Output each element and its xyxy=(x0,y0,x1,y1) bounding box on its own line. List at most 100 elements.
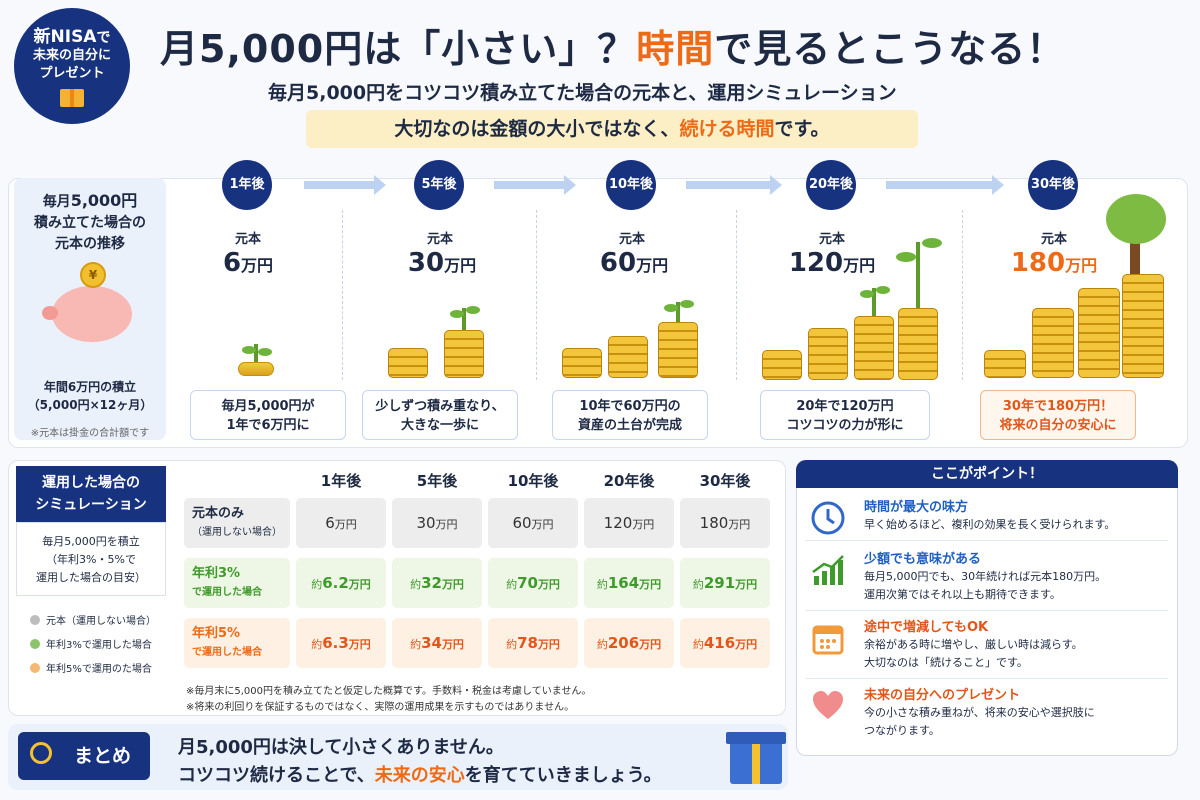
col-header: 20年後 xyxy=(603,472,655,490)
summary-line2b: を育てていきましょう。 xyxy=(464,765,662,786)
point-item: 時間が最大の味方 早く始めるほど、複利の効果を長く受けられます。 xyxy=(810,496,1170,538)
cell-unit: 万円 xyxy=(735,638,758,651)
badge-line1-suffix: で xyxy=(96,30,111,46)
cell-prefix: 約 xyxy=(692,638,704,651)
principal-value-1y: 6万円 xyxy=(178,248,318,278)
row-header-3pct: 年利3% で運用した場合 xyxy=(184,558,290,608)
value-number: 60 xyxy=(599,248,637,278)
lightbulb-icon xyxy=(30,742,52,764)
value-unit: 万円 xyxy=(843,256,876,275)
legend-item: 年利3%で運用した場合 xyxy=(30,636,152,651)
simulation-note: ※将来の利回りを保証するものではなく、実際の運用成果を示すものではありません。 xyxy=(186,702,575,713)
col-header: 5年後 xyxy=(416,472,458,490)
cell-value: 6 xyxy=(325,514,335,532)
point-title: 少額でも意味がある xyxy=(864,552,982,567)
step-caption: 毎月5,000円が 1年で6万円に xyxy=(190,390,346,440)
badge-line3: プレゼント xyxy=(39,66,105,81)
caption-line: 将来の自分の安心に xyxy=(999,418,1117,433)
yen-coin-icon: ¥ xyxy=(80,262,106,288)
sim-head-line: シミュレーション xyxy=(35,497,147,513)
explainer-formula: （5,000円×12ヶ月） xyxy=(27,398,153,412)
cell-prefix: 約 xyxy=(596,638,608,651)
cell-prefix: 約 xyxy=(692,578,704,591)
heart-icon xyxy=(813,691,843,719)
table-cell: 約164万円 xyxy=(584,558,674,608)
table-cell: 30万円 xyxy=(392,498,482,548)
legend-dot xyxy=(30,639,40,649)
row-title: 年利5% xyxy=(192,626,241,641)
point-desc: 余裕がある時に増やし、厳しい時は減らす。 大切なのは「続けること」です。 xyxy=(864,636,1083,672)
point-item: 少額でも意味がある 毎月5,000円でも、30年続ければ元本180万円。 運用次第… xyxy=(810,548,1170,608)
summary-line1: 月5,000円は決して小さくありません。 xyxy=(178,737,504,758)
cell-value: 78 xyxy=(517,634,538,652)
principal-value-5y: 30万円 xyxy=(372,248,512,278)
key-message-a: 大切なのは金額の大小ではなく、 xyxy=(394,118,680,140)
simulation-note: ※毎月末に5,000円を積み立てたと仮定した概算です。手数料・税金は考慮していま… xyxy=(186,686,592,697)
cell-unit: 万円 xyxy=(728,518,751,531)
page-subtitle: 毎月5,000円をコツコツ積み立てた場合の元本と、運用シミュレーション xyxy=(268,82,897,104)
caption-line: 30年で180万円！ xyxy=(1002,399,1114,414)
title-part-a: 月5,000円は「小さい」？ xyxy=(160,27,637,71)
table-cell: 約34万円 xyxy=(392,618,482,668)
point-desc: 毎月5,000円でも、30年続ければ元本180万円。 運用次第ではそれ以上も期待で… xyxy=(864,568,1106,604)
principal-label: 元本 xyxy=(1040,232,1067,247)
value-unit: 万円 xyxy=(241,256,274,275)
points-panel xyxy=(796,460,1178,756)
point-desc-line: 余裕がある時に増やし、厳しい時は減らす。 xyxy=(864,638,1083,651)
nisa-badge: 新NISAで 未来の自分に プレゼント xyxy=(14,8,130,124)
cell-unit: 万円 xyxy=(435,518,458,531)
caption-line: 10年で60万円の xyxy=(579,399,681,414)
col-header: 10年後 xyxy=(507,472,559,490)
value-number: 6 xyxy=(222,248,242,278)
legend-dot xyxy=(30,663,40,673)
cell-value: 30 xyxy=(416,514,436,532)
page-title: 月5,000円は「小さい」？時間で見るとこうなる！ xyxy=(160,18,1065,73)
calendar-icon xyxy=(812,625,844,655)
cell-unit: 万円 xyxy=(441,578,464,591)
caption-line: 1年で6万円に xyxy=(226,418,310,433)
principal-explainer: 毎月5,000円 積み立てた場合の 元本の推移 ¥ 年間6万円の積立 （5,000円×… xyxy=(14,178,166,440)
sim-sub-line: 運用した場合の目安） xyxy=(36,571,146,584)
row-header-5pct: 年利5% で運用した場合 xyxy=(184,618,290,668)
arrow-icon xyxy=(886,175,1004,195)
legend-label: 年利3%で運用した場合 xyxy=(46,640,152,651)
value-number: 180 xyxy=(1010,248,1066,278)
step-caption: 20年で120万円 コツコツの力が形に xyxy=(760,390,930,440)
clock-icon xyxy=(811,501,845,535)
point-desc-line: 早く始めるほど、複利の効果を長く受けられます。 xyxy=(864,518,1116,531)
row-header-principal: 元本のみ （運用しない場合） xyxy=(184,498,290,548)
cell-prefix: 約 xyxy=(410,638,422,651)
table-cell: 180万円 xyxy=(680,498,770,548)
cell-unit: 万円 xyxy=(348,578,371,591)
cell-unit: 万円 xyxy=(334,518,357,531)
table-cell: 約291万円 xyxy=(680,558,770,608)
principal-value-20y: 120万円 xyxy=(762,248,902,278)
step-year-1: 1年後 xyxy=(222,160,272,210)
sim-sub-line: 毎月5,000円を積立 xyxy=(42,535,140,548)
point-desc-line: 毎月5,000円でも、30年続ければ元本180万円。 xyxy=(864,570,1107,583)
point-item: 未来の自分へのプレゼント 今の小さな積み重ねが、将来の安心や選択肢に つながります… xyxy=(810,684,1170,744)
sim-sub-line: （年利3%・5%で xyxy=(46,553,136,566)
principal-value-30y: 180万円 xyxy=(984,248,1124,278)
table-cell: 約78万円 xyxy=(488,618,578,668)
divider xyxy=(806,540,1168,541)
point-desc-line: 運用次第ではそれ以上も期待できます。 xyxy=(864,588,1061,601)
row-subtitle: で運用した場合 xyxy=(192,647,262,658)
coin-stack-icon xyxy=(562,300,702,380)
legend-item: 元本（運用しない場合） xyxy=(30,612,156,627)
col-header: 30年後 xyxy=(699,472,751,490)
coin-stack-icon xyxy=(238,344,274,378)
point-desc-line: つながります。 xyxy=(864,724,940,737)
cell-value: 120 xyxy=(603,514,633,532)
cell-value: 206 xyxy=(607,634,640,652)
explainer-l2: 積み立てた場合の xyxy=(34,215,146,231)
row-subtitle: で運用した場合 xyxy=(192,587,262,598)
key-message-b: です。 xyxy=(774,118,830,140)
simulation-heading: 運用した場合の シミュレーション xyxy=(16,466,166,522)
divider xyxy=(806,678,1168,679)
cell-unit: 万円 xyxy=(639,578,662,591)
row-title: 元本のみ xyxy=(192,506,245,521)
divider xyxy=(536,210,537,380)
cell-unit: 万円 xyxy=(632,518,655,531)
step-year-20: 20年後 xyxy=(806,160,856,210)
